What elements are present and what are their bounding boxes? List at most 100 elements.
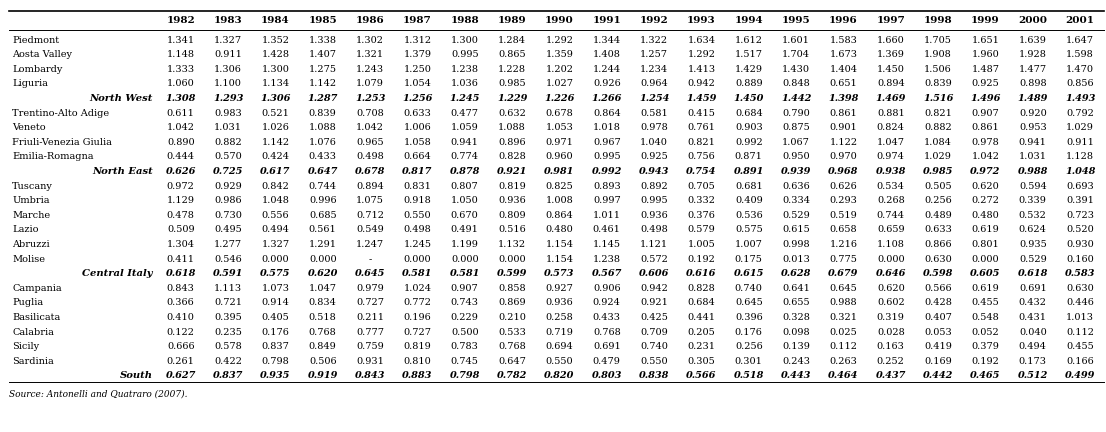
Text: 0.000: 0.000 [877,254,905,264]
Text: 0.379: 0.379 [971,342,1000,351]
Text: Friuli-Venezia Giulia: Friuli-Venezia Giulia [12,138,112,147]
Text: 1.113: 1.113 [213,284,242,293]
Text: 0.890: 0.890 [167,138,195,147]
Text: 0.619: 0.619 [971,284,1000,293]
Text: 0.566: 0.566 [686,372,717,381]
Text: 0.730: 0.730 [215,211,242,220]
Text: 0.894: 0.894 [877,79,905,89]
Text: 1.244: 1.244 [593,65,620,74]
Text: 0.842: 0.842 [261,181,290,191]
Text: 0.861: 0.861 [830,108,857,118]
Text: 0.628: 0.628 [781,269,812,278]
Text: 0.025: 0.025 [830,327,857,337]
Text: 1999: 1999 [971,16,1000,25]
Text: 0.480: 0.480 [971,211,1000,220]
Text: 0.658: 0.658 [830,226,857,235]
Text: 1.238: 1.238 [451,65,479,74]
Text: 0.798: 0.798 [449,372,480,381]
Text: 0.332: 0.332 [688,196,716,205]
Text: 1.477: 1.477 [1019,65,1047,74]
Text: 0.971: 0.971 [545,138,573,147]
Text: 0.261: 0.261 [167,357,195,366]
Text: 1.398: 1.398 [828,94,858,103]
Text: 0.415: 0.415 [688,108,716,118]
Text: 1.321: 1.321 [356,50,384,59]
Text: 1.026: 1.026 [261,123,290,132]
Text: 0.864: 0.864 [593,108,620,118]
Text: 1.226: 1.226 [544,94,575,103]
Text: 0.894: 0.894 [356,181,384,191]
Text: 0.995: 0.995 [593,152,620,162]
Text: 0.821: 0.821 [925,108,952,118]
Text: 1.122: 1.122 [830,138,857,147]
Text: 0.919: 0.919 [307,372,338,381]
Text: 0.960: 0.960 [545,152,573,162]
Text: 0.942: 0.942 [640,284,668,293]
Text: 0.575: 0.575 [734,226,763,235]
Text: 0.256: 0.256 [925,196,952,205]
Text: 0.992: 0.992 [734,138,763,147]
Text: North East: North East [92,167,153,176]
Text: 0.192: 0.192 [688,254,716,264]
Text: 1.928: 1.928 [1019,50,1046,59]
Text: 0.521: 0.521 [261,108,290,118]
Text: 1997: 1997 [876,16,905,25]
Text: 0.893: 0.893 [593,181,620,191]
Text: 0.498: 0.498 [356,152,384,162]
Text: 1.031: 1.031 [215,123,242,132]
Text: 0.817: 0.817 [403,167,432,176]
Text: 1.322: 1.322 [640,35,668,44]
Text: Lazio: Lazio [12,226,39,235]
Text: 1.598: 1.598 [1066,50,1094,59]
Text: 1.291: 1.291 [309,240,336,249]
Text: 1988: 1988 [450,16,479,25]
Text: Central Italy: Central Italy [82,269,153,278]
Text: 0.972: 0.972 [970,167,1001,176]
Text: 0.995: 0.995 [640,196,668,205]
Text: 0.376: 0.376 [688,211,716,220]
Text: 0.210: 0.210 [498,313,526,322]
Text: 0.319: 0.319 [877,313,905,322]
Text: 1.216: 1.216 [830,240,857,249]
Text: Tuscany: Tuscany [12,181,53,191]
Text: 1.341: 1.341 [167,35,195,44]
Text: 0.883: 0.883 [403,372,432,381]
Text: 0.516: 0.516 [498,226,526,235]
Text: 0.550: 0.550 [545,357,573,366]
Text: 0.828: 0.828 [498,152,526,162]
Text: 0.740: 0.740 [640,342,668,351]
Text: 0.410: 0.410 [167,313,195,322]
Text: 1.960: 1.960 [971,50,1000,59]
Text: 0.819: 0.819 [404,342,431,351]
Text: 0.615: 0.615 [782,226,810,235]
Text: 0.519: 0.519 [830,211,857,220]
Text: 0.942: 0.942 [688,79,716,89]
Text: 1.088: 1.088 [309,123,336,132]
Text: 0.925: 0.925 [971,79,1000,89]
Text: 1.496: 1.496 [970,94,1001,103]
Text: 1.612: 1.612 [734,35,763,44]
Text: 1.247: 1.247 [356,240,384,249]
Text: 0.599: 0.599 [497,269,528,278]
Text: 0.433: 0.433 [593,313,620,322]
Text: 0.578: 0.578 [215,342,242,351]
Text: 0.556: 0.556 [262,211,289,220]
Text: 1.018: 1.018 [593,123,620,132]
Text: 1.517: 1.517 [734,50,763,59]
Text: 0.837: 0.837 [261,342,290,351]
Text: 1.327: 1.327 [213,35,242,44]
Text: 1.058: 1.058 [404,138,431,147]
Text: 0.293: 0.293 [830,196,857,205]
Text: 1.059: 1.059 [451,123,479,132]
Text: 1.459: 1.459 [686,94,717,103]
Text: 0.444: 0.444 [167,152,195,162]
Text: 1995: 1995 [782,16,811,25]
Text: 0.821: 0.821 [688,138,716,147]
Text: 0.798: 0.798 [261,357,290,366]
Text: 0.437: 0.437 [876,372,906,381]
Text: 0.411: 0.411 [167,254,195,264]
Text: 0.536: 0.536 [734,211,763,220]
Text: 0.935: 0.935 [260,372,291,381]
Text: 0.743: 0.743 [451,299,479,308]
Text: 0.243: 0.243 [782,357,810,366]
